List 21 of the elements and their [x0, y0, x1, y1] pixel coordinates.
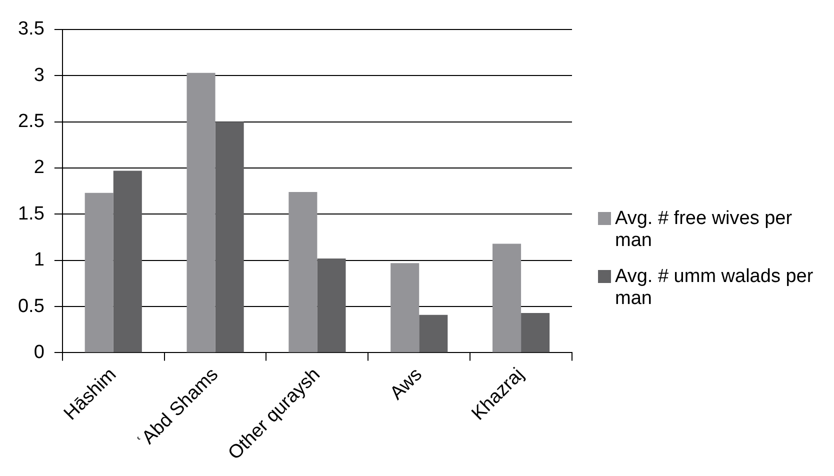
bar: [419, 314, 448, 352]
y-tick-label: 2.5: [18, 111, 44, 132]
legend-label: Avg. # free wives per man: [615, 208, 794, 252]
y-tick-label: 1: [34, 250, 44, 271]
bar: [317, 258, 346, 352]
y-tick-label: 3: [34, 64, 44, 86]
bar: [288, 192, 318, 352]
x-tick-label: Aws: [386, 364, 426, 404]
bar: [84, 192, 114, 352]
bar: [215, 122, 244, 352]
y-tick-label: 0: [34, 342, 44, 363]
bar: [186, 72, 216, 352]
bar: [492, 244, 522, 352]
bar: [521, 313, 550, 352]
legend-label: Avg. # umm walads per man: [615, 266, 814, 310]
y-tick-label: 1.5: [18, 203, 44, 224]
y-tick-label: 3.5: [18, 18, 44, 40]
bar: [113, 170, 142, 352]
bar: [390, 263, 420, 352]
y-tick-label: 2: [34, 157, 44, 178]
y-tick-label: 0.5: [18, 296, 44, 317]
